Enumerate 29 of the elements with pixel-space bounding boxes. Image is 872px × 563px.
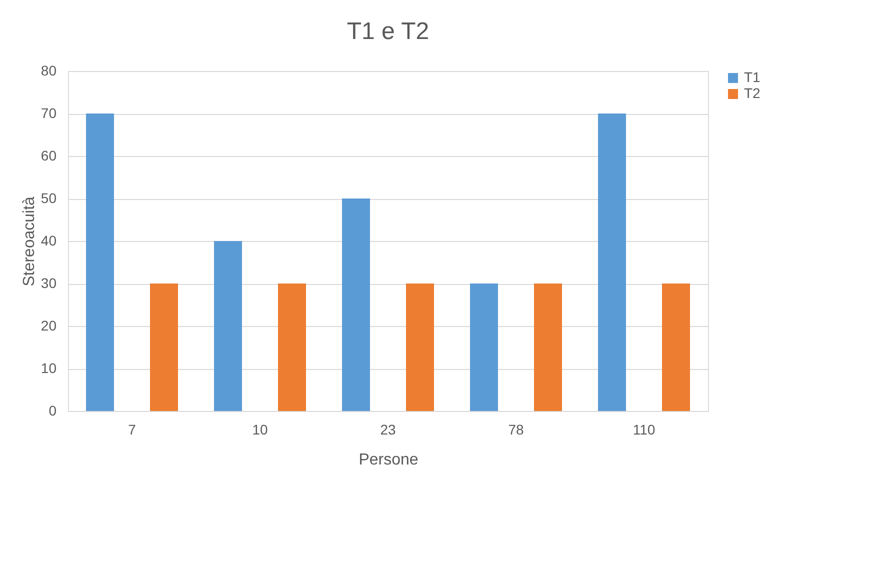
legend-label: T1 [744,69,761,85]
y-tick-label: 40 [40,232,57,248]
bar [534,284,562,411]
bar [406,284,434,411]
y-tick-label: 60 [40,148,57,164]
bar [214,241,242,411]
y-tick-label: 0 [48,402,57,418]
y-tick-label: 70 [40,105,57,121]
bar [598,114,626,411]
bar [662,284,690,411]
bar [86,114,114,411]
y-axis-title: Stereoacuità [20,196,38,286]
y-tick-label: 20 [40,318,57,334]
bar [342,198,370,411]
bar [278,284,306,411]
x-tick-label: 23 [380,422,396,438]
x-tick-label: 78 [508,422,524,438]
chart-title: T1 e T2 [346,18,430,45]
x-tick-label: 110 [632,422,656,438]
x-tick-label: 7 [128,422,136,438]
y-tick-label: 10 [40,360,57,376]
x-axis-title: Persone [358,452,418,468]
x-tick-label: 10 [252,422,268,438]
y-tick-label: 80 [40,62,57,78]
y-tick-label: 30 [40,275,57,291]
bar [470,284,498,411]
y-tick-label: 50 [40,190,57,206]
legend-label: T2 [744,85,761,101]
bar [150,284,178,411]
